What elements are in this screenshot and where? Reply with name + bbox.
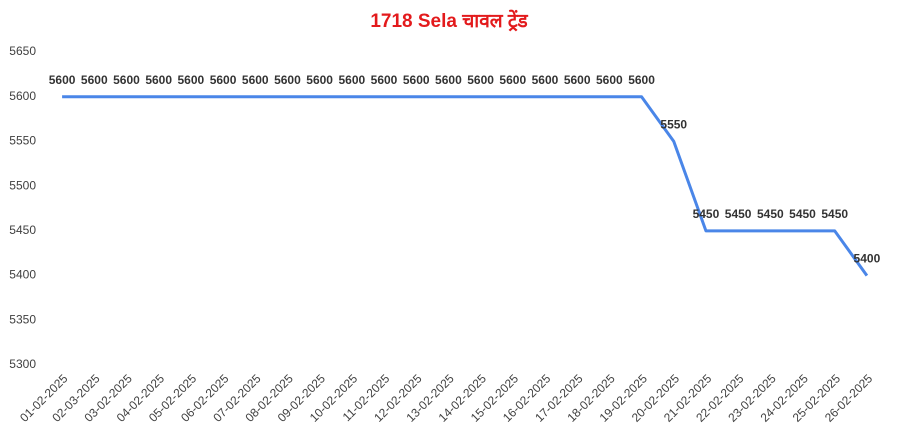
y-tick-label: 5450 (9, 223, 36, 237)
data-label: 5450 (789, 207, 816, 221)
data-label: 5600 (532, 73, 559, 87)
data-label: 5600 (113, 73, 140, 87)
data-label: 5600 (274, 73, 301, 87)
line (62, 95, 869, 277)
y-tick-label: 5400 (9, 268, 36, 282)
data-label: 5600 (435, 73, 462, 87)
data-label: 5400 (854, 252, 881, 266)
y-tick-label: 5550 (9, 134, 36, 148)
data-label: 5600 (210, 73, 237, 87)
data-label: 5600 (467, 73, 494, 87)
data-label: 5450 (693, 207, 720, 221)
data-label: 5450 (821, 207, 848, 221)
data-label: 5600 (338, 73, 365, 87)
data-label: 5600 (371, 73, 398, 87)
y-tick-label: 5300 (9, 357, 36, 371)
data-label: 5600 (178, 73, 205, 87)
data-label: 5600 (596, 73, 623, 87)
y-tick-label: 5500 (9, 178, 36, 192)
data-label: 5600 (145, 73, 172, 87)
data-label: 5600 (242, 73, 269, 87)
y-tick-label: 5650 (9, 44, 36, 58)
data-label: 5600 (564, 73, 591, 87)
y-tick-label: 5600 (9, 89, 36, 103)
data-label: 5600 (403, 73, 430, 87)
y-tick-label: 5350 (9, 312, 36, 326)
data-label: 5600 (628, 73, 655, 87)
data-label: 5450 (757, 207, 784, 221)
data-label: 5550 (660, 118, 687, 132)
chart-title: 1718 Sela चावल ट्रेंड (370, 9, 528, 32)
data-label: 5450 (725, 207, 752, 221)
data-label: 5600 (499, 73, 526, 87)
data-label: 5600 (81, 73, 108, 87)
data-label: 5600 (49, 73, 76, 87)
data-label: 5600 (306, 73, 333, 87)
